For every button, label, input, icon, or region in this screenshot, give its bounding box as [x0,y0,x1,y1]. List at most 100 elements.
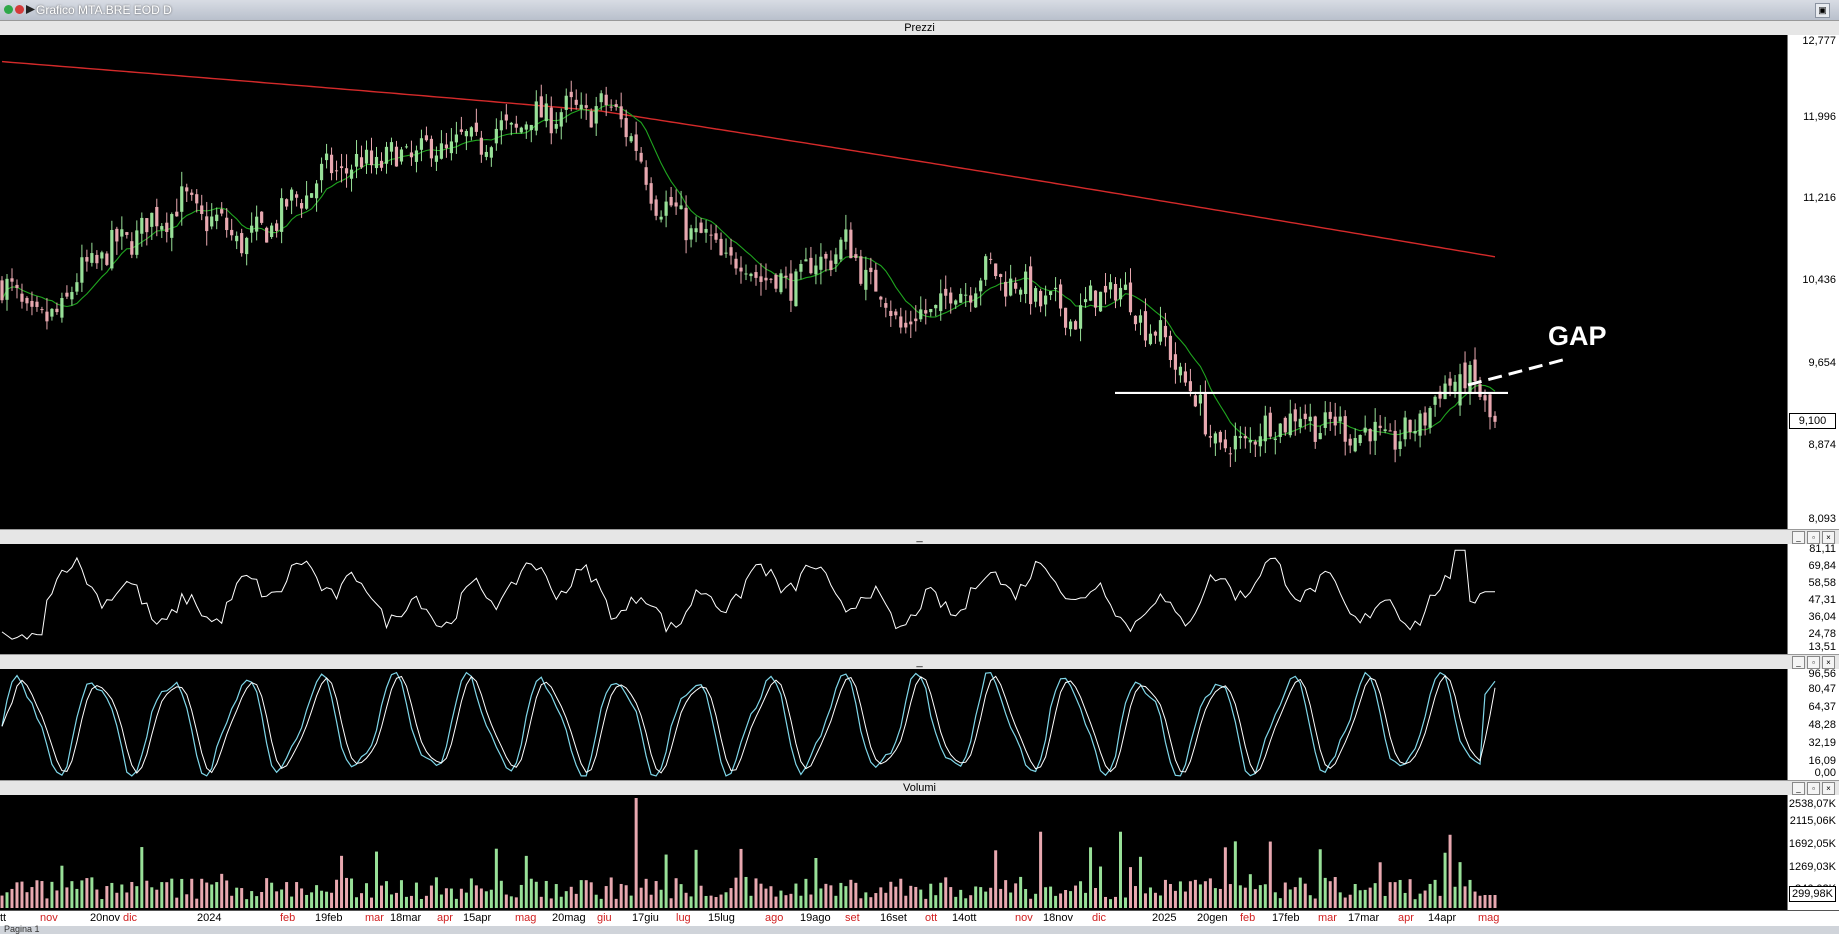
candle [929,308,933,317]
panel-minimize-button[interactable]: _ [1792,531,1805,544]
window-restore-button[interactable]: ▣ [1815,3,1830,18]
candle-body [1193,395,1198,407]
volume-bar [1193,879,1197,908]
volume-bar [379,885,383,908]
candle-body [220,209,224,214]
panel-close-button[interactable]: × [1822,531,1835,544]
candle [414,145,419,173]
candle-body [1383,429,1387,432]
volume-bar [115,892,119,908]
candle [429,135,434,167]
volume-bar [1483,894,1487,908]
volume-bar [320,890,324,908]
panel-restore-button[interactable]: ▫ [1807,782,1820,795]
price-panel[interactable]: GAP [0,35,1839,529]
volume-bar [1418,893,1422,908]
panel-minimize-button[interactable]: _ [1792,782,1805,795]
candle-body [484,151,488,157]
osc2-chart[interactable] [0,669,1787,780]
candle [1363,415,1367,436]
volume-bar [899,878,903,908]
volume-bar [1238,885,1242,908]
panel-restore-button[interactable]: ▫ [1807,531,1820,544]
volume-bar [1109,899,1113,908]
candle [689,224,693,248]
candle-body [1253,441,1257,445]
osc2-scale: 96,56 80,47 64,37 48,28 32,19 16,09 0,00 [1787,668,1839,780]
candle [759,263,763,296]
candle-body [564,95,568,110]
price-chart[interactable] [0,35,1787,529]
candle-body [1163,325,1168,338]
play-icon[interactable] [26,5,35,14]
volume-bar [1228,884,1232,908]
candle-body [1313,416,1317,442]
volume-bar [1268,841,1272,908]
volume-bar [639,887,643,908]
candle [649,177,653,211]
volume-bar [310,892,314,908]
candle-body [1363,427,1367,433]
candle [374,146,379,175]
volume-bar [270,882,274,908]
candle-body [10,278,14,282]
time-axis[interactable]: tt nov 20nov dic 2024 feb 19feb mar 18mar apr 15ap… [0,910,1839,927]
volume-bar [1153,892,1157,908]
panel-minimize-button[interactable]: _ [1792,656,1805,669]
volume-chart[interactable] [0,795,1787,910]
time-axis-label: 2024 [197,912,222,924]
time-axis-label: 14apr [1428,912,1457,924]
candle [844,214,848,250]
panel-restore-button[interactable]: ▫ [1807,656,1820,669]
candle-body [729,247,733,256]
candle [75,273,79,296]
volume-bar [819,888,823,908]
panel-close-button[interactable]: × [1822,782,1835,795]
osc1-chart[interactable] [0,544,1787,654]
volume-bar [849,879,853,908]
volume-bar [624,885,628,908]
volume-panel[interactable] [0,795,1839,910]
time-axis-label: nov [40,912,58,924]
candle [339,153,344,183]
osc2-panel[interactable] [0,669,1839,780]
volume-bar [589,882,593,908]
volume-bar [1493,894,1497,908]
panel-close-button[interactable]: × [1822,656,1835,669]
candle-body [929,309,933,313]
candle-body [759,276,763,282]
candle [1193,391,1198,408]
volume-bar [1303,883,1307,908]
volume-bar [1338,892,1342,908]
candle-body [1483,395,1487,401]
volume-bar [824,883,828,908]
candle [744,264,748,281]
candle-body [969,295,973,303]
candle [569,80,573,112]
price-scale-label: 8,093 [1808,513,1836,525]
candle-body [789,273,793,301]
candle-body [939,293,943,312]
candle-body [250,225,254,233]
candle [729,238,733,265]
candle-body [954,300,958,305]
time-axis-label: 20nov [90,912,120,924]
osc1-scale-label: 47,31 [1808,594,1836,606]
volume-bar [929,883,933,908]
price-scale-label: 8,874 [1808,439,1836,451]
candle [734,252,738,275]
page-tab[interactable]: Pagina 1 [4,924,40,934]
candle-body [454,134,458,143]
osc1-panel[interactable] [0,544,1839,654]
candle [584,93,588,120]
candle-body [1073,321,1078,330]
candle [1168,330,1173,368]
volume-bar [564,891,568,908]
volume-bar [1223,847,1227,908]
volume-bar [1198,884,1202,908]
candle [150,212,154,240]
volume-bar [1014,883,1018,908]
candle [125,231,129,239]
volume-bar [549,898,553,908]
volume-bar [1024,889,1028,908]
